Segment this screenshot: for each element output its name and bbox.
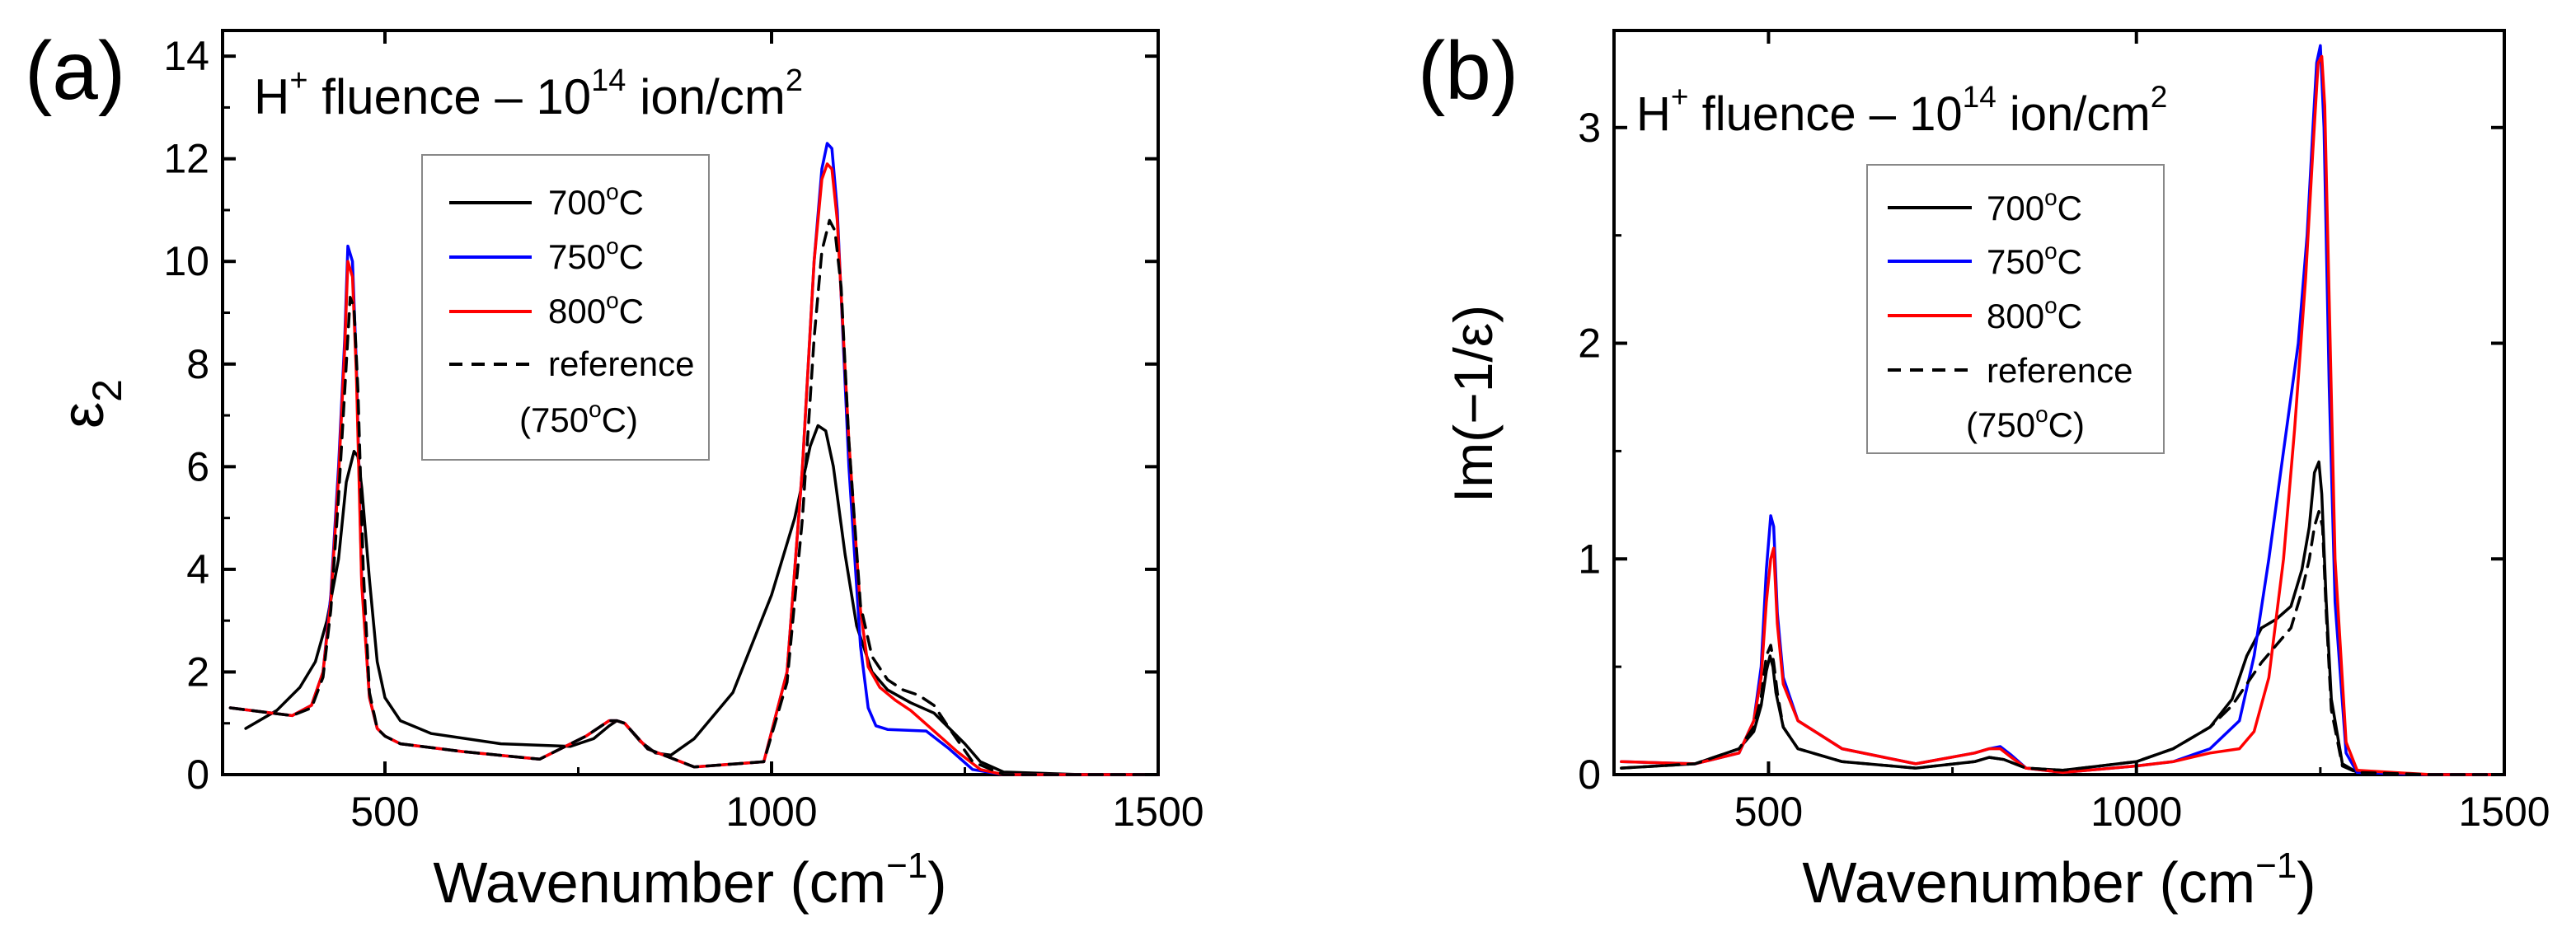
panel-a-series-reference xyxy=(228,218,1160,776)
panel-a-title-sup1: + xyxy=(289,63,307,98)
panel-a-legend: 700oC 750oC 800oC reference (750oC) xyxy=(421,154,710,461)
panel-a-axes: 500 1000 1500 0 2 4 6 8 10 12 14 xyxy=(163,30,1204,835)
panel-b-xtick-label: 500 xyxy=(1734,789,1803,835)
panel-a-ytick-label: 2 xyxy=(186,649,209,695)
panel-b-title-prefix: H xyxy=(1636,87,1671,141)
panel-a-xlabel: Wavenumber (cm−1) xyxy=(433,845,946,915)
panel-b-plot-frame xyxy=(1612,29,2506,776)
panel-a-xtick-label: 1000 xyxy=(725,789,817,835)
panel-a-series-700c xyxy=(244,424,1160,776)
panel-b-title: H+ fluence – 1014 ion/cm2 xyxy=(1636,80,2167,141)
panel-b-legend-box xyxy=(1866,164,2165,454)
panel-b-xtick-label: 1000 xyxy=(2090,789,2182,835)
panel-a-xtick-label: 500 xyxy=(350,789,419,835)
panel-b-ytick-label: 1 xyxy=(1578,536,1601,582)
panel-b-label: (b) xyxy=(1418,25,1518,117)
panel-a-legend-text-800c: 800oC xyxy=(548,288,644,330)
panel-b-axes: 500 1000 1500 0 1 2 3 xyxy=(1578,30,2550,835)
panel-a-title-unit: ion/cm xyxy=(626,69,785,124)
panel-b-legend-text-reference: reference xyxy=(1987,351,2133,390)
panel-a-legend-box xyxy=(421,154,710,461)
panel-a-title-sup3: 2 xyxy=(786,63,803,98)
panel-b-title-sup1: + xyxy=(1671,80,1689,114)
panel-a-legend-text-750c: 750oC xyxy=(548,233,644,276)
panel-a-ytick-label: 0 xyxy=(186,752,209,798)
panel-b-xtick-label: 1500 xyxy=(2458,789,2550,835)
panel-b-legend: 700oC 750oC 800oC reference (750oC) xyxy=(1866,164,2165,454)
panel-a-title: H+ fluence – 1014 ion/cm2 xyxy=(254,63,803,124)
panel-b-ylabel: Im(−1/ε) xyxy=(1443,305,1504,503)
panel-b-title-unit: ion/cm xyxy=(1997,87,2151,141)
panel-b-series-reference xyxy=(1620,509,2506,776)
panel-a-ytick-label: 4 xyxy=(186,546,209,592)
panel-a-legend-text-reference: reference xyxy=(548,344,694,383)
panel-b-title-sup2: 14 xyxy=(1963,80,1997,114)
panel-b-plot-area xyxy=(1620,44,2506,776)
panel-a-legend-text-700c: 700oC xyxy=(548,179,644,222)
panel-b-legend-text-700c: 700oC xyxy=(1987,185,2082,227)
panel-a-label: (a) xyxy=(25,25,125,117)
panel-a: (a) 500 1000 1500 0 2 4 6 8 10 12 14 H+ fluence – … xyxy=(25,25,1204,915)
panel-a-plot-area xyxy=(228,142,1160,776)
panel-b-legend-text-750c: 750oC xyxy=(1987,238,2082,281)
panel-a-title-prefix: H xyxy=(254,69,289,124)
panel-a-legend-text-reference-temp: (750oC) xyxy=(519,396,638,439)
panel-a-ytick-label: 14 xyxy=(163,33,209,79)
panel-a-title-mid: fluence – 10 xyxy=(308,69,592,124)
panel-a-ytick-label: 8 xyxy=(186,341,209,387)
panel-b-series-800c xyxy=(1620,54,2506,776)
panel-b-legend-text-800c: 800oC xyxy=(1987,293,2082,335)
panel-b-ytick-label: 3 xyxy=(1578,105,1601,151)
panel-b-title-sup3: 2 xyxy=(2151,80,2168,114)
panel-b-ytick-label: 0 xyxy=(1578,752,1601,798)
panel-a-title-sup2: 14 xyxy=(591,63,626,98)
panel-a-ytick-label: 12 xyxy=(163,136,209,182)
panel-b-legend-text-reference-temp: (750oC) xyxy=(1966,401,2085,444)
panel-b-xlabel: Wavenumber (cm−1) xyxy=(1802,845,2316,915)
panel-a-plot-frame xyxy=(221,29,1160,776)
panel-a-xtick-label: 1500 xyxy=(1112,789,1204,835)
panel-a-ytick-label: 6 xyxy=(186,443,209,489)
panel-b-title-mid: fluence – 10 xyxy=(1689,87,1963,141)
panel-b: (b) 500 1000 1500 0 1 2 3 H+ fluence – 1014 io… xyxy=(1418,25,2550,915)
panel-b-ytick-label: 2 xyxy=(1578,321,1601,367)
panel-a-ytick-label: 10 xyxy=(163,238,209,284)
panel-a-ylabel: ε2 xyxy=(50,379,130,429)
